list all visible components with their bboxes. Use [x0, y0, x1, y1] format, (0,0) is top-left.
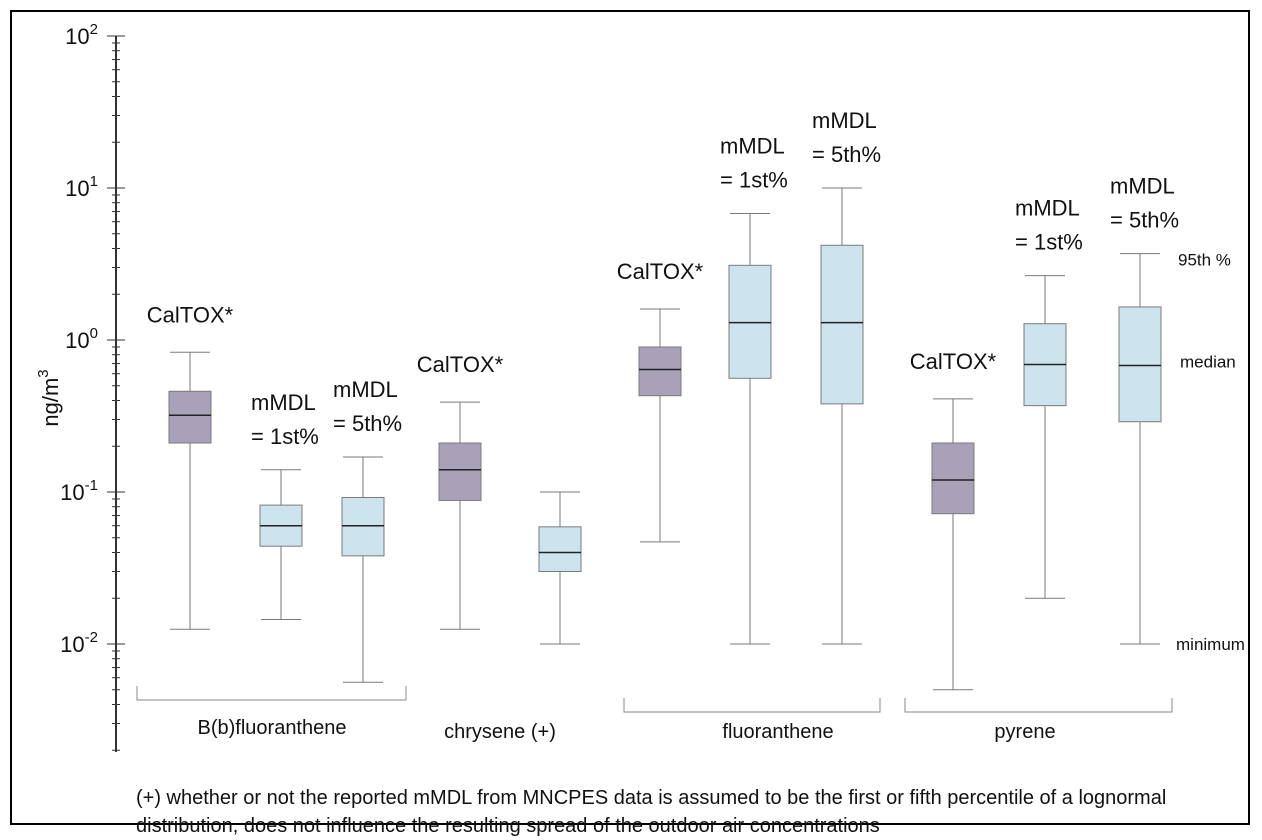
chart-frame — [10, 10, 1250, 825]
y-axis-label: ng/m3 — [35, 369, 63, 426]
box-label-line2: = 5th% — [812, 142, 881, 167]
box-label: CalTOX* — [147, 302, 234, 327]
box-label-line1: mMDL — [720, 133, 785, 158]
legend-median: median — [1180, 352, 1236, 371]
box-iqr — [1118, 306, 1162, 423]
box-label: CalTOX* — [910, 349, 997, 374]
box-label-line1: mMDL — [812, 108, 877, 133]
box-label-line1: mMDL — [333, 377, 398, 402]
box-iqr — [931, 442, 975, 515]
y-tick-label: 101 — [65, 173, 98, 201]
box-label: CalTOX* — [417, 352, 504, 377]
box-iqr — [168, 390, 212, 444]
box-label-line2: = 1st% — [1015, 230, 1083, 255]
box-label-line1: mMDL — [251, 390, 316, 415]
y-tick-label: 10-2 — [60, 629, 98, 657]
group-bracket — [904, 698, 1173, 713]
y-tick-label: 102 — [65, 21, 98, 49]
y-tick-label: 10-1 — [60, 477, 98, 505]
box-label-line1: mMDL — [1015, 196, 1080, 221]
legend-p95: 95th % — [1178, 251, 1231, 270]
group-bracket — [623, 698, 881, 713]
box-label-line2: = 1st% — [720, 167, 788, 192]
box-iqr — [728, 264, 772, 379]
group-label: chrysene (+) — [444, 721, 556, 743]
box-label-line2: = 5th% — [333, 411, 402, 436]
group-label: pyrene — [994, 721, 1055, 743]
y-tick-label: 100 — [65, 325, 98, 353]
box-iqr — [820, 244, 864, 405]
box-iqr — [438, 442, 482, 501]
box-label-line2: = 5th% — [1110, 208, 1179, 233]
box-label-line1: mMDL — [1110, 174, 1175, 199]
group-label: B(b)fluoranthene — [198, 717, 347, 739]
box-iqr — [638, 346, 682, 397]
footnote: (+) whether or not the reported mMDL fro… — [136, 787, 1167, 837]
box-iqr — [341, 497, 385, 557]
box-label: CalTOX* — [617, 259, 704, 284]
box-iqr — [538, 526, 582, 572]
group-bracket — [136, 686, 407, 701]
legend-minimum: minimum — [1176, 635, 1245, 654]
group-label: fluoranthene — [722, 721, 833, 743]
box-label-line2: = 1st% — [251, 424, 319, 449]
